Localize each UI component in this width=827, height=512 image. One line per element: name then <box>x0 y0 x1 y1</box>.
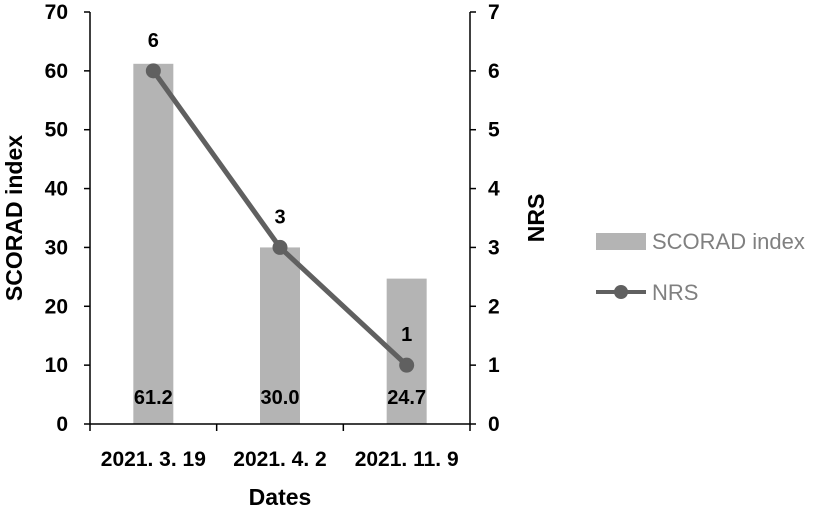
x-tick-label: 2021. 3. 19 <box>101 448 206 471</box>
bar <box>133 63 174 425</box>
bar <box>260 247 300 424</box>
y2-tick-label: 1 <box>488 354 500 377</box>
nrs-marker <box>399 357 415 373</box>
y2-tick-label: 6 <box>488 60 500 83</box>
y-tick-label: 0 <box>56 413 68 436</box>
y2-tick-label: 3 <box>488 236 500 259</box>
legend-swatch-scorad <box>596 233 646 250</box>
y-tick-label: 60 <box>45 60 68 83</box>
line-series <box>145 63 415 373</box>
y2-tick-label: 4 <box>488 178 500 201</box>
y2-tick-label: 2 <box>488 295 500 318</box>
y-tick-label: 50 <box>45 119 68 142</box>
y2-tick-label: 5 <box>488 119 500 142</box>
tick-labels: 0 10 20 30 40 50 60 70 0 1 2 3 4 5 6 7 2021. 3. 19 2021. … <box>45 1 500 471</box>
y2-axis-title: NRS <box>523 194 549 243</box>
legend: SCORAD index NRS <box>596 229 805 305</box>
nrs-marker <box>145 63 161 79</box>
bar-value-label: 30.0 <box>261 387 300 409</box>
y-tick-label: 20 <box>45 295 68 318</box>
legend-label-nrs: NRS <box>652 280 698 305</box>
x-tick-label: 2021. 11. 9 <box>355 448 459 471</box>
y-tick-label: 10 <box>45 354 68 377</box>
bar-value-label: 61.2 <box>134 387 173 409</box>
y2-tick-label: 7 <box>488 1 500 24</box>
bar-value-label: 24.7 <box>387 387 426 409</box>
legend-marker-nrs <box>614 285 628 299</box>
nrs-value-label: 1 <box>401 324 412 346</box>
x-axis-title: Dates <box>249 484 312 510</box>
y-tick-label: 40 <box>45 178 68 201</box>
bar-series <box>133 63 427 425</box>
data-labels: 61.2 30.0 24.7 6 3 1 <box>134 30 426 409</box>
x-tick-label: 2021. 4. 2 <box>233 448 326 471</box>
y-axis-title: SCORAD index <box>1 135 27 301</box>
nrs-value-label: 3 <box>274 206 285 228</box>
y-tick-label: 30 <box>45 236 68 259</box>
nrs-marker <box>272 239 288 255</box>
legend-label-scorad: SCORAD index <box>652 229 805 254</box>
y-tick-label: 70 <box>45 1 68 24</box>
axes <box>84 11 476 431</box>
nrs-value-label: 6 <box>148 30 159 52</box>
y2-tick-label: 0 <box>488 413 500 436</box>
